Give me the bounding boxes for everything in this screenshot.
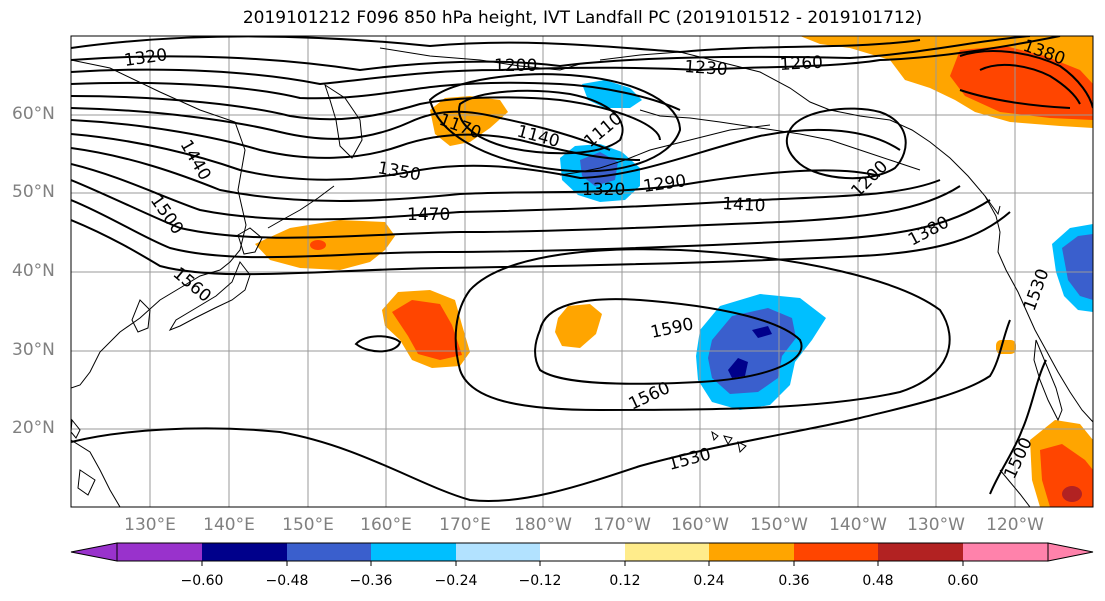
lat-label: 20°N bbox=[12, 418, 55, 438]
map-frame bbox=[70, 35, 1094, 508]
colorbar-segment bbox=[878, 543, 963, 561]
colorbar-tick-label: −0.60 bbox=[180, 573, 224, 589]
contour-label: 1230 bbox=[684, 57, 729, 80]
contour-label: 1260 bbox=[779, 53, 823, 75]
colorbar-tick-label: −0.12 bbox=[518, 573, 562, 589]
ivt-shading bbox=[255, 36, 1093, 507]
colorbar-segment bbox=[202, 543, 287, 561]
shade-positive-subtropic-core bbox=[392, 300, 462, 360]
shade-negative-eastpac-core bbox=[728, 358, 748, 378]
colorbar-segment bbox=[540, 543, 625, 561]
lon-label: 140°W bbox=[829, 515, 887, 535]
shade-positive-aleutian bbox=[430, 96, 508, 146]
lon-label: 180°W bbox=[514, 515, 572, 535]
colorbar-tick-label: −0.48 bbox=[265, 573, 309, 589]
lon-label: 130°W bbox=[907, 515, 965, 535]
lat-label: 40°N bbox=[12, 261, 55, 281]
lon-label: 120°W bbox=[986, 515, 1044, 535]
lon-label: 150°W bbox=[750, 515, 808, 535]
shade-positive-mexico-peak bbox=[1062, 486, 1082, 502]
lon-label: 150°E bbox=[282, 515, 334, 535]
colorbar-tick-label: 0.12 bbox=[609, 573, 641, 589]
lon-label: 170°E bbox=[439, 515, 491, 535]
map-panel: 1320 1200 1230 1260 1380 1440 1170 1140 … bbox=[71, 36, 1093, 507]
colorbar bbox=[70, 542, 1094, 566]
lon-label: 170°W bbox=[593, 515, 651, 535]
contour-label: 1320 bbox=[582, 180, 625, 200]
height-contours bbox=[71, 36, 1093, 503]
lon-label: 130°E bbox=[124, 515, 176, 535]
colorbar-segment bbox=[117, 543, 202, 561]
colorbar-segment bbox=[456, 543, 540, 561]
lat-label: 30°N bbox=[12, 340, 55, 360]
colorbar-segment bbox=[625, 543, 709, 561]
lat-label: 60°N bbox=[12, 104, 55, 124]
colorbar-tick-label: −0.24 bbox=[434, 573, 478, 589]
colorbar-segment bbox=[963, 543, 1048, 561]
colorbar-arrow-right bbox=[1047, 542, 1094, 562]
colorbar-segment bbox=[371, 543, 456, 561]
contour-label: 1470 bbox=[407, 205, 450, 225]
lon-label: 160°E bbox=[360, 515, 412, 535]
contour-label: 1410 bbox=[722, 194, 766, 216]
colorbar-frame bbox=[116, 542, 1049, 562]
colorbar-tick-label: 0.48 bbox=[862, 573, 894, 589]
colorbar-tick-label: 0.24 bbox=[693, 573, 725, 589]
colorbar-tick-label: −0.36 bbox=[349, 573, 393, 589]
colorbar-segment bbox=[794, 543, 878, 561]
shade-negative-eastpac-core2 bbox=[752, 326, 772, 338]
colorbar-segment bbox=[287, 543, 371, 561]
colorbar-tick-label: 0.36 bbox=[778, 573, 810, 589]
colorbar-tick-label: 0.60 bbox=[947, 573, 979, 589]
contour-label: 1200 bbox=[494, 56, 537, 76]
lon-label: 160°W bbox=[671, 515, 729, 535]
colorbar-segment bbox=[709, 543, 794, 561]
coastlines bbox=[71, 47, 1093, 507]
shade-positive-westpac-core bbox=[310, 240, 326, 250]
lon-label: 140°E bbox=[203, 515, 255, 535]
shade-negative-westcoast-core bbox=[1062, 234, 1093, 300]
map-title: 2019101212 F096 850 hPa height, IVT Land… bbox=[242, 8, 923, 28]
shade-positive-central bbox=[555, 304, 602, 348]
lat-label: 50°N bbox=[12, 182, 55, 202]
colorbar-arrow-left bbox=[70, 542, 118, 562]
